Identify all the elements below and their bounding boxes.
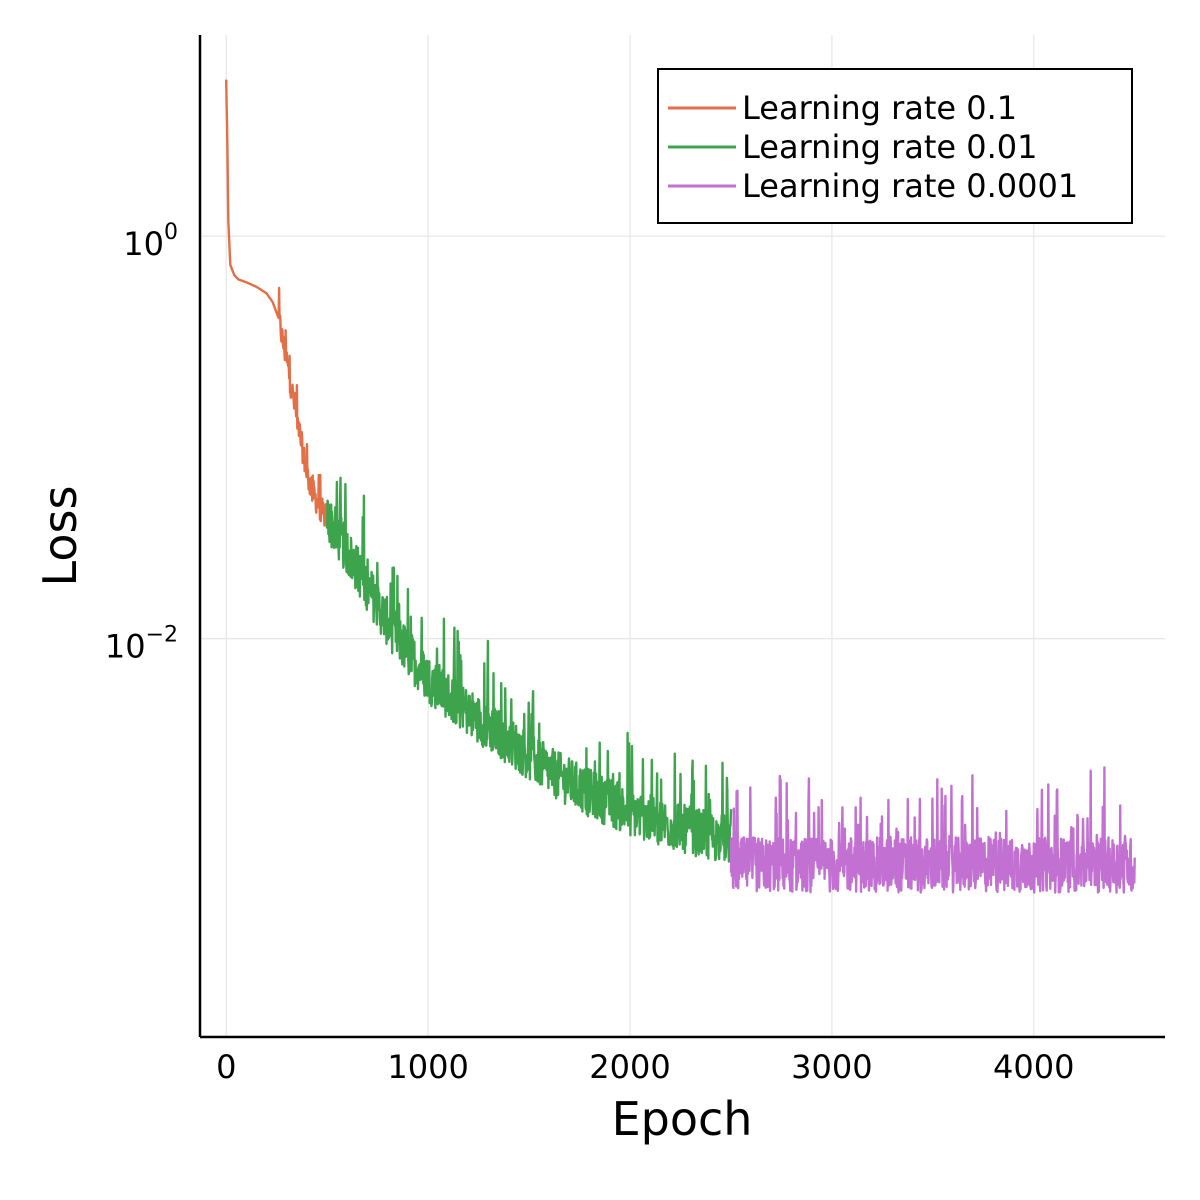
x-tick-label: 2000 xyxy=(589,1048,670,1086)
axes xyxy=(198,35,1165,1039)
x-tick-label: 4000 xyxy=(993,1048,1074,1086)
x-tick-label: 3000 xyxy=(791,1048,872,1086)
legend-label: Learning rate 0.1 xyxy=(742,89,1017,127)
legend-box xyxy=(657,68,1133,224)
tick-labels: 0 1000 2000 3000 4000 100 10−2 xyxy=(105,220,1075,1086)
series-layer xyxy=(225,79,1136,894)
y-tick-label: 10−2 xyxy=(105,623,178,666)
series-line xyxy=(729,766,1136,894)
x-tick-label: 0 xyxy=(216,1048,236,1086)
x-axis-title: Epoch xyxy=(612,1092,753,1146)
legend-label: Learning rate 0.0001 xyxy=(742,167,1078,205)
series-line xyxy=(326,476,733,863)
x-tick-label: 1000 xyxy=(387,1048,468,1086)
y-tick-label: 100 xyxy=(123,220,178,263)
legend-label: Learning rate 0.01 xyxy=(742,128,1038,166)
y-axis-title: Loss xyxy=(33,486,87,587)
series-line xyxy=(225,79,329,529)
